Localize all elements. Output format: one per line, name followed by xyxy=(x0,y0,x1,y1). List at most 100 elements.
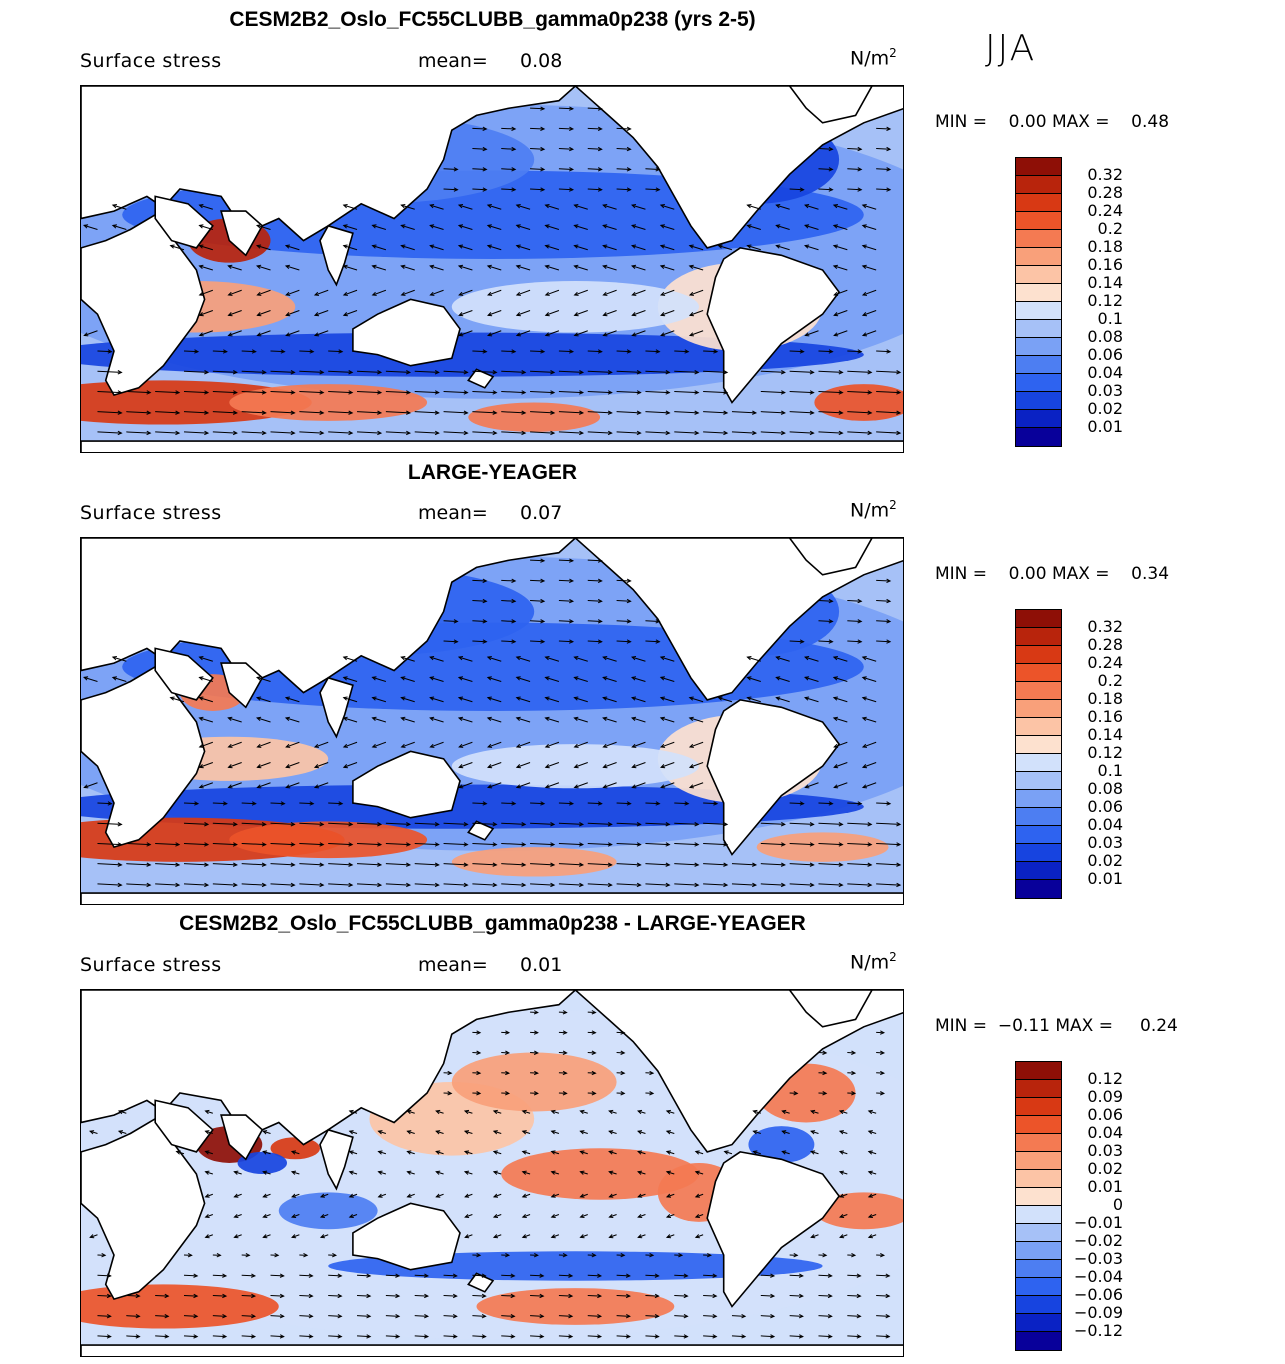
wind-arrow xyxy=(862,697,877,703)
wind-arrow-head xyxy=(146,842,152,847)
wind-arrow xyxy=(847,1315,861,1317)
land-mass xyxy=(319,224,354,287)
wind-arrow-head xyxy=(568,1334,574,1339)
colorbar-tick-label: 0.03 xyxy=(1087,833,1123,852)
wind-arrow-head xyxy=(861,264,867,269)
wind-arrow xyxy=(876,579,891,582)
wind-arrow xyxy=(587,1315,601,1317)
wind-arrow-head xyxy=(607,370,613,375)
wind-arrow xyxy=(530,127,545,130)
wind-arrow xyxy=(199,330,214,336)
wind-arrow xyxy=(97,431,122,434)
wind-arrow xyxy=(97,370,122,373)
wind-arrow xyxy=(430,245,444,251)
wind-arrow xyxy=(776,656,790,662)
wind-arrow xyxy=(580,1110,588,1114)
wind-arrow-head xyxy=(371,291,377,296)
wind-arrow xyxy=(464,1151,473,1155)
wind-arrow xyxy=(587,863,612,866)
wind-arrow xyxy=(876,148,891,150)
wind-arrow-head xyxy=(232,862,238,867)
wind-arrow-head xyxy=(607,410,613,415)
wind-arrow xyxy=(782,1110,790,1114)
wind-arrow xyxy=(631,656,646,662)
wind-arrow-head xyxy=(510,1293,516,1299)
wind-arrow xyxy=(199,741,214,748)
stress-contour xyxy=(468,402,601,432)
land-mass xyxy=(574,990,903,1153)
wind-arrow-head xyxy=(101,1252,107,1258)
wind-arrow xyxy=(580,1214,588,1218)
wind-arrow-head xyxy=(886,598,892,604)
wind-arrow xyxy=(83,676,98,682)
wind-arrow xyxy=(551,1130,560,1134)
wind-arrow xyxy=(385,390,410,394)
wind-arrow-head xyxy=(636,842,642,847)
wind-arrow-head xyxy=(505,1070,511,1076)
wind-arrow-head xyxy=(198,264,204,269)
wind-arrow xyxy=(833,289,848,296)
min-value: 0.00 xyxy=(1008,564,1047,584)
wind-arrow-head xyxy=(579,410,585,415)
colorbar-box xyxy=(1016,628,1061,646)
wind-arrow xyxy=(847,148,862,150)
wind-arrow xyxy=(689,717,704,723)
wind-arrow-head xyxy=(654,1334,660,1339)
wind-arrow xyxy=(472,620,487,622)
wind-arrow-head xyxy=(573,224,579,229)
wind-arrow-head xyxy=(429,224,435,229)
wind-arrow xyxy=(632,741,646,748)
wind-arrow-head xyxy=(377,1193,383,1198)
colorbar-tick-label: 0.16 xyxy=(1087,707,1123,726)
wind-arrow xyxy=(545,741,560,748)
wind-arrow-head xyxy=(569,558,575,563)
wind-arrow xyxy=(876,1294,890,1297)
wind-arrow-head xyxy=(579,842,585,847)
wind-arrow-head xyxy=(511,578,517,584)
wind-arrow-head xyxy=(216,1252,222,1258)
wind-arrow-head xyxy=(678,1252,684,1258)
wind-arrow xyxy=(587,579,602,582)
wind-arrow-head xyxy=(886,187,892,192)
wind-arrow xyxy=(632,310,646,316)
wind-arrow xyxy=(385,370,410,373)
colorbar-box xyxy=(1016,754,1061,772)
wind-arrow xyxy=(155,1294,169,1297)
wind-arrow xyxy=(609,1234,617,1238)
wind-arrow-head xyxy=(839,1213,845,1218)
wind-arrow xyxy=(357,822,382,825)
wind-arrow xyxy=(839,1214,848,1218)
wind-arrow xyxy=(299,1274,313,1277)
wind-arrow xyxy=(112,224,127,230)
wind-arrow xyxy=(472,350,487,353)
wind-arrow xyxy=(818,802,833,805)
wind-arrow-head xyxy=(400,716,406,721)
wind-arrow-head xyxy=(284,696,290,701)
wind-arrow xyxy=(357,842,382,846)
wind-arrow-head xyxy=(625,1273,631,1278)
land-mass xyxy=(154,1099,214,1153)
wind-arrow xyxy=(674,431,699,434)
wind-arrow-head xyxy=(400,676,406,681)
wind-arrow-head xyxy=(550,410,556,415)
wind-arrow-head xyxy=(741,1313,747,1319)
wind-arrow xyxy=(818,600,833,602)
wind-arrow xyxy=(270,390,295,394)
wind-arrow xyxy=(493,1151,502,1155)
wind-arrow xyxy=(349,1193,358,1198)
wind-arrow xyxy=(314,782,329,788)
wind-arrow-head xyxy=(723,390,729,395)
wind-arrow xyxy=(530,1274,544,1277)
wind-arrow xyxy=(616,1294,630,1297)
wind-arrow-head xyxy=(550,1170,556,1175)
wind-arrow-head xyxy=(366,1273,372,1278)
wind-arrow xyxy=(270,1335,284,1338)
wind-arrow xyxy=(257,782,271,788)
wind-arrow xyxy=(257,310,271,316)
wind-arrow xyxy=(286,741,300,748)
wind-arrow xyxy=(401,741,415,748)
wind-arrow-head xyxy=(799,801,805,806)
wind-arrow-head xyxy=(106,1293,112,1299)
wind-arrow-head xyxy=(204,1109,210,1115)
wind-arrow xyxy=(472,842,497,846)
